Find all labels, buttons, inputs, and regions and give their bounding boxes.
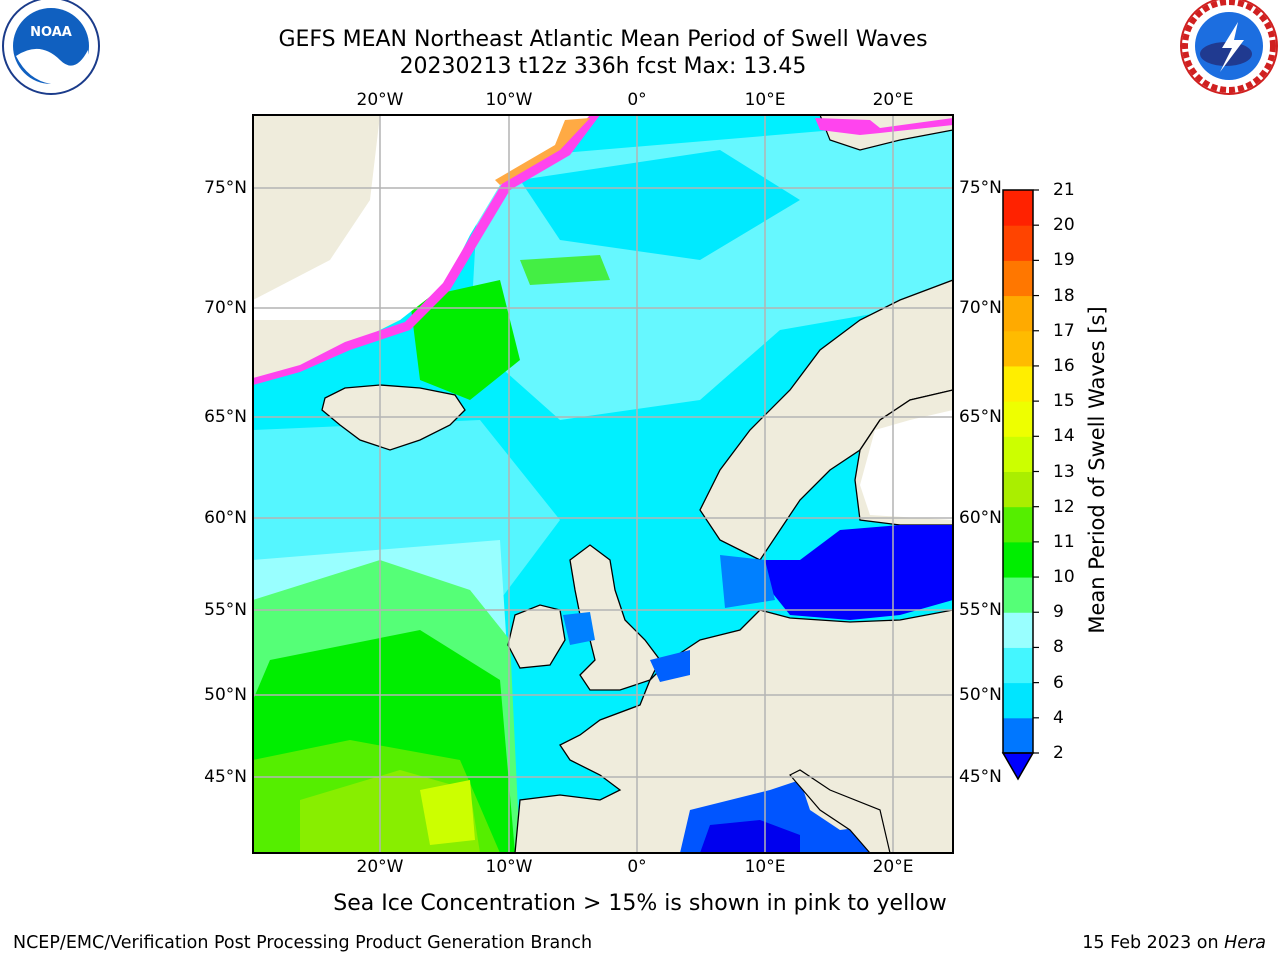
colorbar-segment xyxy=(1003,225,1033,261)
footer-date: 15 Feb 2023 on Hera xyxy=(1082,933,1266,953)
lon-label-top: 10°W xyxy=(485,90,533,110)
colorbar-title: Mean Period of Swell Waves [s] xyxy=(1085,306,1109,634)
colorbar-tick-label: 19 xyxy=(1053,250,1075,271)
colorbar-tick-label: 14 xyxy=(1053,426,1075,447)
colorbar-segment xyxy=(1003,577,1033,613)
lon-label-top: 10°E xyxy=(744,90,786,110)
colorbar-segment xyxy=(1003,401,1033,437)
colorbar-tick-label: 8 xyxy=(1053,637,1064,658)
colorbar-tick-label: 11 xyxy=(1053,531,1075,552)
lat-label-right: 60°N xyxy=(959,508,1002,528)
colorbar-segment xyxy=(1003,682,1033,719)
footer-date-text: 15 Feb 2023 on xyxy=(1082,933,1225,953)
lon-label-top: 20°E xyxy=(872,90,914,110)
lon-label-top: 0° xyxy=(627,90,647,110)
chart-subtitle: 20230213 t12z 336h fcst Max: 13.45 xyxy=(399,54,807,79)
colorbar-tick-label: 13 xyxy=(1053,461,1075,482)
map-gridlines xyxy=(253,115,953,853)
colorbar-tick-label: 17 xyxy=(1053,320,1075,341)
noaa-logo: NOAA xyxy=(2,0,100,95)
sea-ice-note: Sea Ice Concentration > 15% is shown in … xyxy=(333,891,947,916)
colorbar-tick-label: 21 xyxy=(1053,180,1075,200)
colorbar-tick-label: 12 xyxy=(1053,496,1075,517)
lat-label-left: 45°N xyxy=(204,767,247,787)
colorbar-segment xyxy=(1003,471,1033,508)
colorbar-tick-label: 6 xyxy=(1053,672,1064,693)
lon-label-bottom: 0° xyxy=(627,857,647,877)
lon-label-top: 20°W xyxy=(356,90,404,110)
colorbar-segment xyxy=(1003,436,1033,472)
colorbar-tick-label: 4 xyxy=(1053,707,1064,728)
colorbar-segment xyxy=(1003,647,1033,684)
colorbar-segment xyxy=(1003,260,1033,297)
colorbar-extend-triangle xyxy=(1001,752,1035,781)
lat-label-right: 50°N xyxy=(959,685,1002,705)
lat-label-left: 70°N xyxy=(204,298,247,318)
lat-label-left: 50°N xyxy=(204,685,247,705)
colorbar-segment xyxy=(1003,612,1033,648)
lat-label-left: 55°N xyxy=(204,600,247,620)
colorbar-segment xyxy=(1003,506,1033,543)
lat-label-left: 65°N xyxy=(204,407,247,427)
colorbar-tick-label: 10 xyxy=(1053,567,1075,588)
lon-label-bottom: 10°W xyxy=(485,857,533,877)
lat-label-left: 60°N xyxy=(204,508,247,528)
colorbar-segment xyxy=(1003,717,1033,754)
footer-host: Hera xyxy=(1224,933,1266,953)
colorbar-tick-label: 16 xyxy=(1053,355,1075,376)
colorbar-tick-label: 9 xyxy=(1053,602,1064,623)
colorbar-segment xyxy=(1003,365,1033,402)
map-frame xyxy=(252,114,954,854)
colorbar xyxy=(1001,189,1039,781)
colorbar-tick-label: 20 xyxy=(1053,215,1075,236)
svg-text:NOAA: NOAA xyxy=(30,25,72,40)
lat-label-right: 45°N xyxy=(959,767,1002,787)
footer-credit: NCEP/EMC/Verification Post Processing Pr… xyxy=(13,933,593,953)
lon-label-bottom: 20°E xyxy=(872,857,914,877)
colorbar-segment xyxy=(1003,330,1033,367)
colorbar-segment xyxy=(1003,541,1033,578)
map-area xyxy=(253,115,953,853)
lat-label-right: 70°N xyxy=(959,298,1002,318)
colorbar-tick-label: 2 xyxy=(1053,743,1064,763)
lat-label-right: 75°N xyxy=(959,178,1002,198)
colorbar-tick-label: 15 xyxy=(1053,391,1075,412)
colorbar-segment xyxy=(1003,295,1033,332)
colorbar-segment xyxy=(1003,190,1033,226)
colorbar-tick-label: 18 xyxy=(1053,285,1075,306)
lon-label-bottom: 10°E xyxy=(744,857,786,877)
lat-label-right: 65°N xyxy=(959,407,1002,427)
lon-label-bottom: 20°W xyxy=(356,857,404,877)
lat-label-left: 75°N xyxy=(204,178,247,198)
nws-logo xyxy=(1180,0,1278,95)
chart-title: GEFS MEAN Northeast Atlantic Mean Period… xyxy=(278,27,928,52)
lat-label-right: 55°N xyxy=(959,600,1002,620)
